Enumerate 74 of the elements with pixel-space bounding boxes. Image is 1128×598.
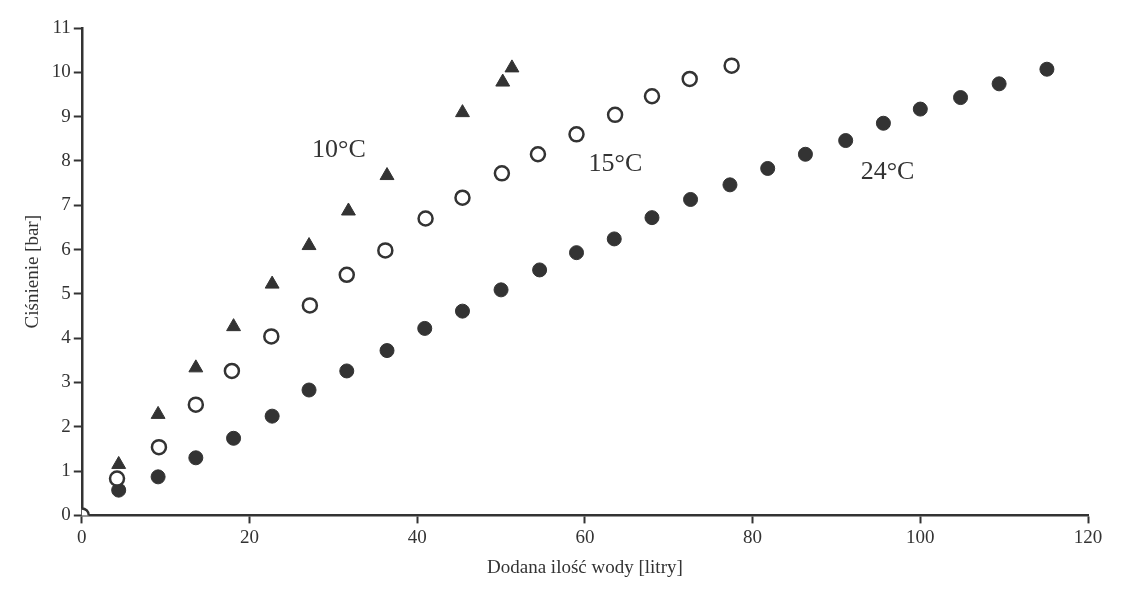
point	[529, 146, 547, 163]
y-tick-label: 2	[61, 414, 71, 436]
x-tick-label: 40	[407, 525, 427, 547]
y-tick-label: 0	[61, 503, 71, 525]
x-tick-label: 20	[240, 525, 259, 547]
point	[223, 362, 241, 380]
point	[108, 470, 126, 487]
point	[379, 343, 395, 359]
point	[187, 396, 205, 413]
x-tick-label: 60	[575, 525, 595, 547]
point	[838, 133, 854, 149]
series-label: 24°C	[860, 156, 915, 186]
point	[188, 450, 204, 466]
x-tick-label: 80	[743, 525, 763, 547]
point	[1039, 61, 1055, 77]
point	[644, 210, 660, 226]
point	[338, 266, 356, 284]
point	[643, 87, 661, 105]
y-tick-label: 6	[61, 237, 71, 259]
point	[683, 191, 699, 207]
point	[301, 382, 317, 398]
point	[953, 90, 969, 106]
y-tick-label: 4	[61, 326, 72, 348]
point	[417, 210, 434, 227]
y-tick-label: 10	[51, 60, 71, 82]
point	[797, 146, 813, 162]
point	[760, 160, 776, 176]
point	[606, 231, 622, 247]
point	[226, 318, 241, 332]
point	[454, 189, 471, 206]
point	[417, 320, 433, 336]
point	[722, 177, 738, 193]
point	[301, 297, 319, 314]
point	[875, 115, 891, 131]
point	[493, 165, 511, 182]
y-tick-label: 8	[61, 148, 71, 170]
point	[504, 59, 520, 73]
y-tick-label: 1	[61, 459, 71, 481]
point	[377, 242, 394, 259]
x-tick-label: 0	[77, 525, 87, 547]
point	[991, 76, 1007, 92]
point	[264, 275, 280, 289]
point	[532, 262, 548, 278]
point	[568, 126, 585, 143]
point	[681, 70, 698, 88]
point	[341, 202, 356, 216]
series-label: 10°C	[312, 134, 366, 164]
point	[569, 245, 585, 261]
point	[606, 106, 624, 124]
y-tick-label: 9	[61, 104, 71, 126]
point	[379, 167, 395, 181]
x-axis-title: Dodana ilość wody [litry]	[487, 555, 683, 577]
x-tick-label: 100	[906, 525, 935, 547]
point	[339, 363, 355, 379]
point	[263, 328, 280, 345]
x-tick-label: 120	[1073, 525, 1103, 547]
point	[226, 430, 242, 446]
point	[188, 359, 204, 373]
point	[454, 303, 470, 319]
point	[493, 282, 509, 298]
y-axis-title: Ciśnienie [bar]	[21, 214, 43, 329]
y-tick-label: 11	[52, 15, 71, 37]
point	[150, 469, 166, 485]
point	[264, 408, 280, 424]
y-tick-label: 3	[61, 370, 71, 392]
point	[495, 73, 511, 87]
point	[301, 237, 317, 251]
y-tick-label: 5	[61, 281, 71, 303]
point	[455, 104, 470, 118]
y-tick-label: 7	[61, 193, 71, 215]
point	[150, 438, 168, 456]
series-label: 15°C	[588, 148, 643, 178]
point	[723, 57, 740, 74]
point	[912, 101, 928, 117]
